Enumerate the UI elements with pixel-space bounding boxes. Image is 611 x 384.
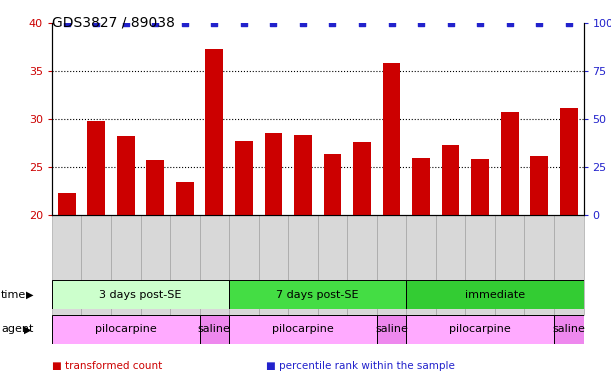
Text: time: time bbox=[1, 290, 26, 300]
Bar bbox=[347, 215, 377, 315]
Text: 7 days post-SE: 7 days post-SE bbox=[276, 290, 359, 300]
Text: GDS3827 / 89038: GDS3827 / 89038 bbox=[52, 15, 175, 29]
Bar bbox=[52, 315, 200, 344]
Point bbox=[445, 20, 455, 26]
Bar bbox=[318, 215, 347, 315]
Bar bbox=[377, 315, 406, 344]
Point bbox=[62, 20, 71, 26]
Point bbox=[298, 20, 308, 26]
Text: pilocarpine: pilocarpine bbox=[449, 324, 511, 334]
Point bbox=[327, 20, 337, 26]
Text: ▶: ▶ bbox=[24, 324, 32, 334]
Text: saline: saline bbox=[552, 324, 585, 334]
Bar bbox=[406, 315, 554, 344]
Bar bbox=[501, 112, 519, 384]
Bar bbox=[554, 315, 584, 344]
Point bbox=[387, 20, 397, 26]
Text: pilocarpine: pilocarpine bbox=[272, 324, 334, 334]
Bar bbox=[258, 215, 288, 315]
Bar bbox=[353, 142, 371, 384]
Bar bbox=[382, 63, 400, 384]
Text: 3 days post-SE: 3 days post-SE bbox=[100, 290, 181, 300]
Point bbox=[239, 20, 249, 26]
Point bbox=[416, 20, 426, 26]
Bar bbox=[377, 215, 406, 315]
Bar bbox=[288, 215, 318, 315]
Bar bbox=[117, 136, 134, 384]
Bar bbox=[176, 182, 194, 384]
Point bbox=[210, 20, 219, 26]
Bar bbox=[406, 215, 436, 315]
Bar bbox=[229, 215, 258, 315]
Bar bbox=[436, 215, 466, 315]
Point bbox=[268, 20, 278, 26]
Bar bbox=[406, 280, 584, 309]
Bar bbox=[471, 159, 489, 384]
Text: ▶: ▶ bbox=[26, 290, 34, 300]
Point bbox=[475, 20, 485, 26]
Bar bbox=[294, 135, 312, 384]
Point bbox=[534, 20, 544, 26]
Bar bbox=[81, 215, 111, 315]
Text: immediate: immediate bbox=[465, 290, 525, 300]
Bar bbox=[141, 215, 170, 315]
Bar bbox=[87, 121, 105, 384]
Point bbox=[505, 20, 514, 26]
Bar bbox=[200, 215, 229, 315]
Bar bbox=[58, 193, 76, 384]
Text: saline: saline bbox=[198, 324, 231, 334]
Bar bbox=[495, 215, 524, 315]
Point bbox=[121, 20, 131, 26]
Bar bbox=[147, 161, 164, 384]
Bar bbox=[205, 49, 223, 384]
Text: pilocarpine: pilocarpine bbox=[95, 324, 156, 334]
Text: ■ transformed count: ■ transformed count bbox=[52, 361, 162, 371]
Bar bbox=[235, 141, 253, 384]
Point bbox=[357, 20, 367, 26]
Bar bbox=[524, 215, 554, 315]
Bar bbox=[200, 315, 229, 344]
Bar bbox=[324, 154, 342, 384]
Bar bbox=[412, 158, 430, 384]
Bar bbox=[229, 280, 406, 309]
Bar bbox=[466, 215, 495, 315]
Bar bbox=[170, 215, 200, 315]
Bar bbox=[111, 215, 141, 315]
Bar bbox=[554, 215, 584, 315]
Text: saline: saline bbox=[375, 324, 408, 334]
Point bbox=[150, 20, 160, 26]
Bar bbox=[442, 145, 459, 384]
Text: agent: agent bbox=[1, 324, 34, 334]
Point bbox=[180, 20, 189, 26]
Text: ■ percentile rank within the sample: ■ percentile rank within the sample bbox=[266, 361, 455, 371]
Bar bbox=[265, 134, 282, 384]
Bar bbox=[530, 157, 548, 384]
Bar bbox=[229, 315, 377, 344]
Point bbox=[92, 20, 101, 26]
Bar bbox=[560, 108, 577, 384]
Bar bbox=[52, 215, 81, 315]
Bar bbox=[52, 280, 229, 309]
Point bbox=[564, 20, 574, 26]
